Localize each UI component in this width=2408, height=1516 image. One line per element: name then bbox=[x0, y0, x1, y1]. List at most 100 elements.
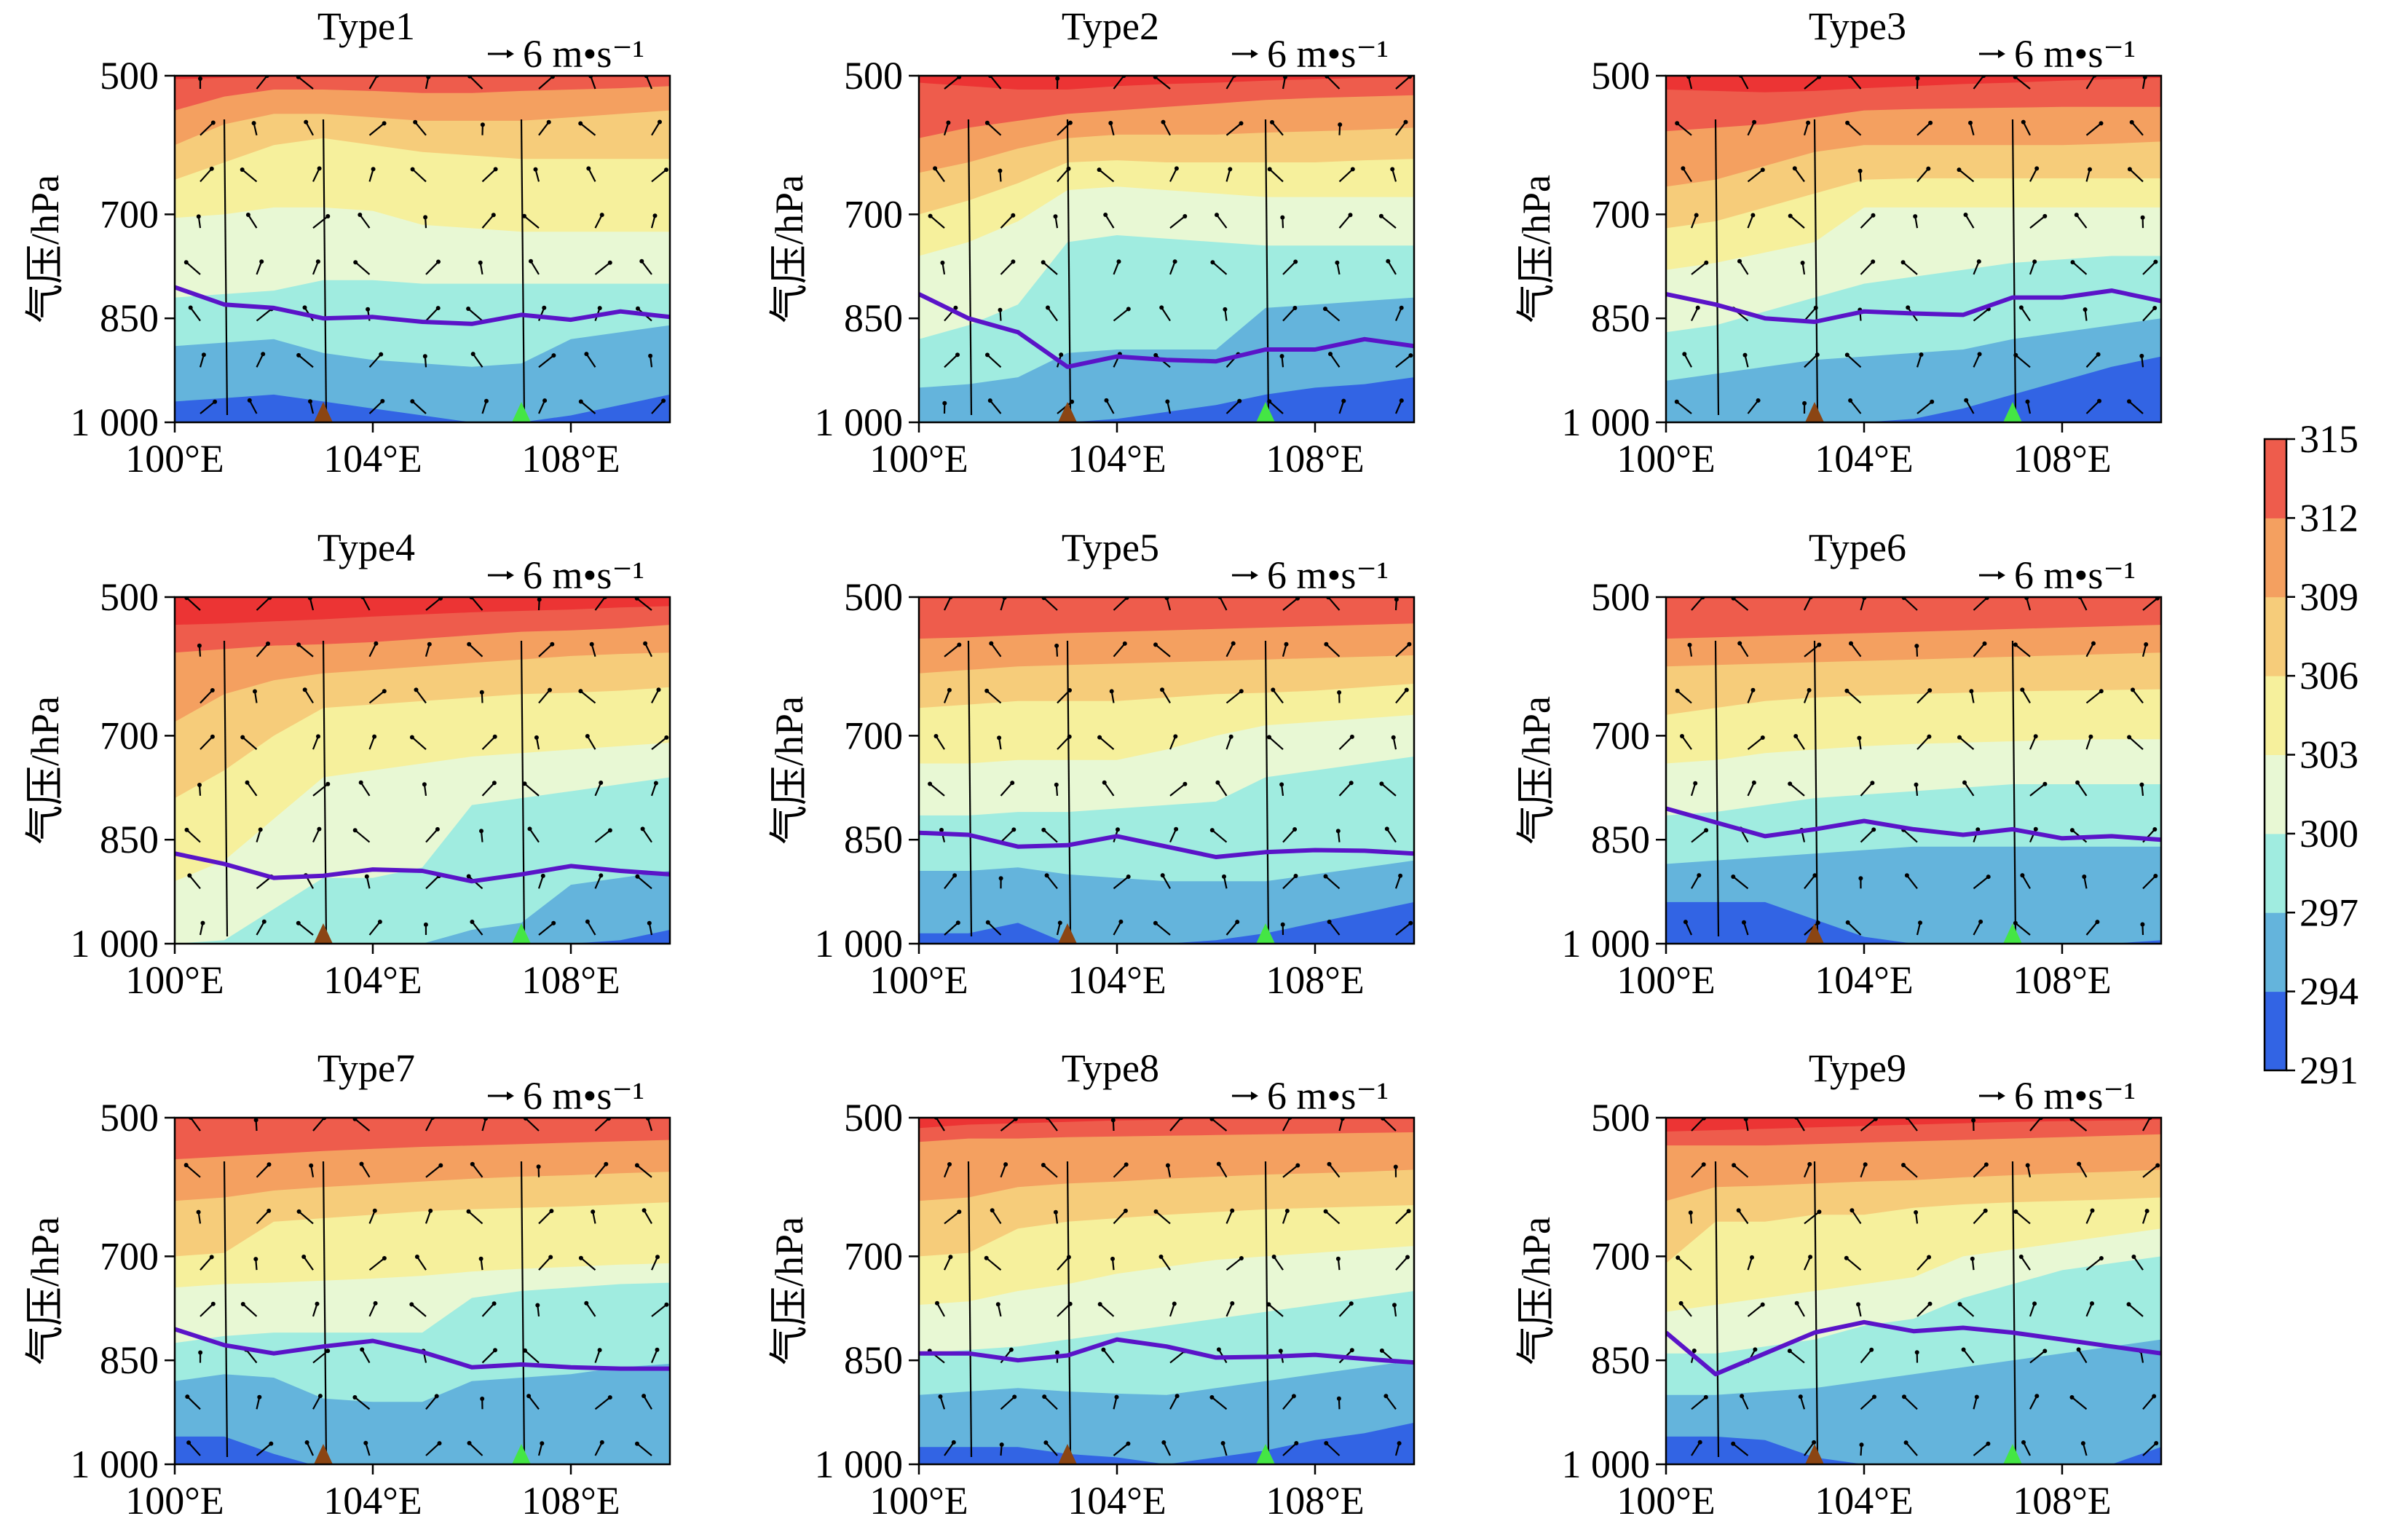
y-axis-label: 气压/hPa bbox=[23, 175, 67, 323]
wind-arrowhead bbox=[1957, 167, 1962, 173]
wind-arrowhead bbox=[1267, 167, 1272, 172]
wind-arrowhead bbox=[549, 1209, 554, 1214]
wind-arrowhead bbox=[1742, 920, 1746, 925]
wind-arrow bbox=[1796, 1118, 1805, 1132]
wind-arrow bbox=[2131, 122, 2144, 136]
wind-arrow bbox=[368, 690, 385, 704]
wind-arrow bbox=[1225, 400, 1240, 414]
wind-arrowhead bbox=[607, 828, 612, 833]
panel-title: Type8 bbox=[1062, 1046, 1159, 1090]
wind-arrow bbox=[1732, 876, 1749, 890]
wind-arrow bbox=[594, 1397, 611, 1410]
x-tick-label: 100°E bbox=[869, 437, 968, 481]
y-tick-label: 500 bbox=[100, 1096, 159, 1140]
wind-arrowhead bbox=[296, 920, 301, 925]
wind-arrow bbox=[1338, 1303, 1352, 1317]
wind-arrowhead bbox=[1871, 259, 1876, 264]
wind-arrowhead bbox=[1970, 1256, 1975, 1261]
wind-arrowhead bbox=[1230, 1208, 1235, 1213]
wind-arrowhead bbox=[359, 1161, 364, 1166]
pbl-height-line bbox=[919, 292, 1414, 369]
wind-arrowhead bbox=[1158, 1255, 1164, 1259]
wind-arrowhead bbox=[1053, 1209, 1058, 1215]
wind-arrow bbox=[2142, 307, 2156, 322]
plot-frame bbox=[917, 74, 1416, 424]
wind-arrow bbox=[411, 736, 427, 750]
wind-arrowhead bbox=[1681, 166, 1686, 171]
wind-arrowhead bbox=[535, 1303, 540, 1308]
wind-arrow bbox=[1395, 1256, 1408, 1271]
wind-arrow bbox=[312, 829, 320, 843]
y-tick-label: 500 bbox=[1591, 54, 1650, 98]
wind-arrow bbox=[1860, 1396, 1875, 1410]
y-tick-label: 1 000 bbox=[815, 400, 904, 444]
wind-arrow bbox=[1732, 597, 1749, 611]
wind-arrowhead bbox=[1327, 1161, 1332, 1166]
wind-arrowhead bbox=[1961, 1347, 1966, 1352]
wind-arrowhead bbox=[1097, 167, 1102, 173]
y-tick-label: 1 000 bbox=[1562, 400, 1651, 444]
wind-arrow bbox=[929, 215, 945, 229]
wind-arrow bbox=[312, 261, 319, 275]
wind-arrowhead bbox=[1902, 1394, 1906, 1399]
wind-arrow bbox=[298, 76, 314, 90]
wind-arrow bbox=[1268, 168, 1284, 183]
wind-arrowhead bbox=[423, 215, 428, 220]
wind-arrowhead bbox=[2013, 1209, 2018, 1214]
wind-arrowhead bbox=[597, 1348, 602, 1353]
wind-arrow bbox=[256, 1210, 269, 1225]
x-tick-label: 100°E bbox=[1616, 958, 1716, 1002]
band-above-309 bbox=[175, 76, 670, 146]
wind-arrow bbox=[1211, 1118, 1228, 1132]
wind-arrow bbox=[1395, 643, 1410, 658]
wind-arrowhead bbox=[1704, 828, 1709, 833]
wind-arrowhead bbox=[1695, 305, 1700, 310]
wind-arrowhead bbox=[1228, 167, 1233, 172]
wind-arrow bbox=[1739, 642, 1749, 658]
wind-arrowhead bbox=[1914, 644, 1919, 649]
wind-arrow bbox=[538, 643, 553, 658]
station-marker-brown bbox=[314, 923, 333, 944]
wind-arrowhead bbox=[296, 642, 301, 647]
wind-arrowhead bbox=[317, 826, 322, 832]
wind-arrow bbox=[1906, 1118, 1918, 1132]
wind-arrowhead bbox=[2153, 259, 2158, 264]
band-above-315 bbox=[1666, 76, 2161, 92]
wind-arrowhead bbox=[1675, 1255, 1681, 1260]
wind-arrow bbox=[1325, 875, 1341, 890]
wind-arrowhead bbox=[1278, 1349, 1283, 1354]
station-marker-green bbox=[512, 923, 531, 944]
wind-arrow bbox=[594, 1442, 603, 1456]
wind-arrowhead bbox=[435, 826, 440, 832]
y-tick-label: 700 bbox=[844, 714, 903, 757]
wind-arrowhead bbox=[247, 398, 252, 403]
wind-arrow bbox=[481, 736, 496, 750]
wind-arrow bbox=[1739, 261, 1749, 275]
wind-arrowhead bbox=[261, 919, 267, 924]
wind-arrowhead bbox=[527, 826, 532, 832]
wind-arrow bbox=[1217, 1163, 1228, 1178]
wind-arrowhead bbox=[1849, 641, 1853, 646]
wind-arrow bbox=[642, 828, 652, 843]
wind-arrowhead bbox=[584, 352, 589, 357]
wind-arrowhead bbox=[542, 398, 548, 403]
wind-arrow bbox=[1849, 76, 1862, 90]
wind-arrowhead bbox=[1165, 399, 1170, 404]
wind-arrowhead bbox=[1235, 920, 1240, 925]
wind-arrow bbox=[2077, 1349, 2088, 1364]
wind-arrow bbox=[1169, 1303, 1175, 1317]
x-tick-label: 104°E bbox=[1815, 958, 1914, 1002]
quiver-key-arrowhead bbox=[507, 571, 514, 580]
wind-arrowhead bbox=[578, 689, 583, 694]
wind-arrow bbox=[538, 1256, 552, 1271]
wind-arrow bbox=[1742, 922, 1749, 936]
station-marker-green bbox=[512, 1444, 531, 1464]
wind-arrowhead bbox=[998, 307, 1003, 312]
x-tick-label: 104°E bbox=[323, 958, 422, 1002]
wind-arrowhead bbox=[308, 399, 312, 404]
wind-arrow bbox=[354, 1118, 371, 1132]
wind-arrowhead bbox=[1915, 76, 1920, 81]
wind-arrowhead bbox=[1153, 642, 1158, 647]
wind-column bbox=[322, 1161, 328, 1458]
wind-arrow bbox=[1973, 261, 1980, 275]
